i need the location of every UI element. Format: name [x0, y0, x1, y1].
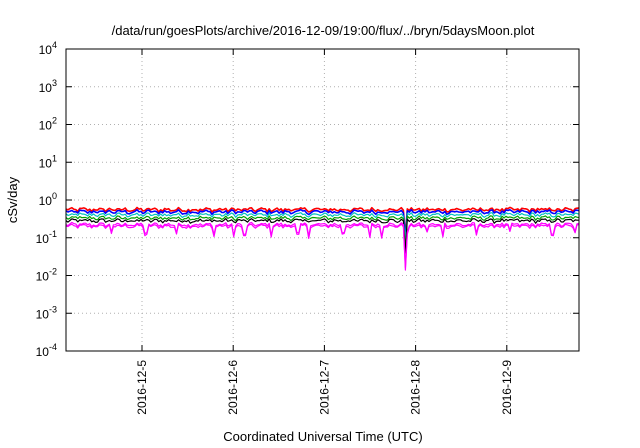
series-line [65, 215, 580, 252]
x-tick-label: 2016-12-5 [135, 360, 149, 415]
series-line [65, 223, 580, 271]
series-line [65, 206, 580, 237]
y-tick-label: 100 [39, 191, 57, 208]
y-tick-label: 10-4 [36, 342, 57, 359]
x-tick-label: 2016-12-8 [409, 360, 423, 415]
y-tick-label: 10-1 [36, 229, 57, 246]
x-ticks: 2016-12-5 2016-12-6 2016-12-7 2016-12-8 2016… [135, 49, 514, 415]
series-line [65, 221, 580, 269]
series-lines [65, 206, 580, 271]
y-axis-label: cSv/day [5, 176, 20, 223]
y-tick-label: 102 [39, 116, 57, 133]
y-tick-label: 101 [39, 153, 57, 170]
series-line [65, 217, 579, 254]
y-tick-label: 103 [39, 78, 57, 95]
x-tick-label: 2016-12-9 [500, 360, 514, 415]
series-line [65, 212, 580, 242]
y-tick-label: 104 [39, 40, 57, 57]
y-ticks: 104 103 102 101 100 10-1 10-2 10-3 10-4 [36, 40, 579, 359]
grid [66, 49, 579, 351]
series-line [65, 208, 580, 239]
y-tick-label: 10-3 [36, 304, 57, 321]
x-tick-label: 2016-12-7 [317, 360, 331, 415]
y-tick-label: 10-2 [36, 267, 57, 284]
x-axis-label: Coordinated Universal Time (UTC) [223, 429, 422, 444]
x-tick-label: 2016-12-6 [226, 360, 240, 415]
chart-title: /data/run/goesPlots/archive/2016-12-09/1… [112, 23, 535, 38]
